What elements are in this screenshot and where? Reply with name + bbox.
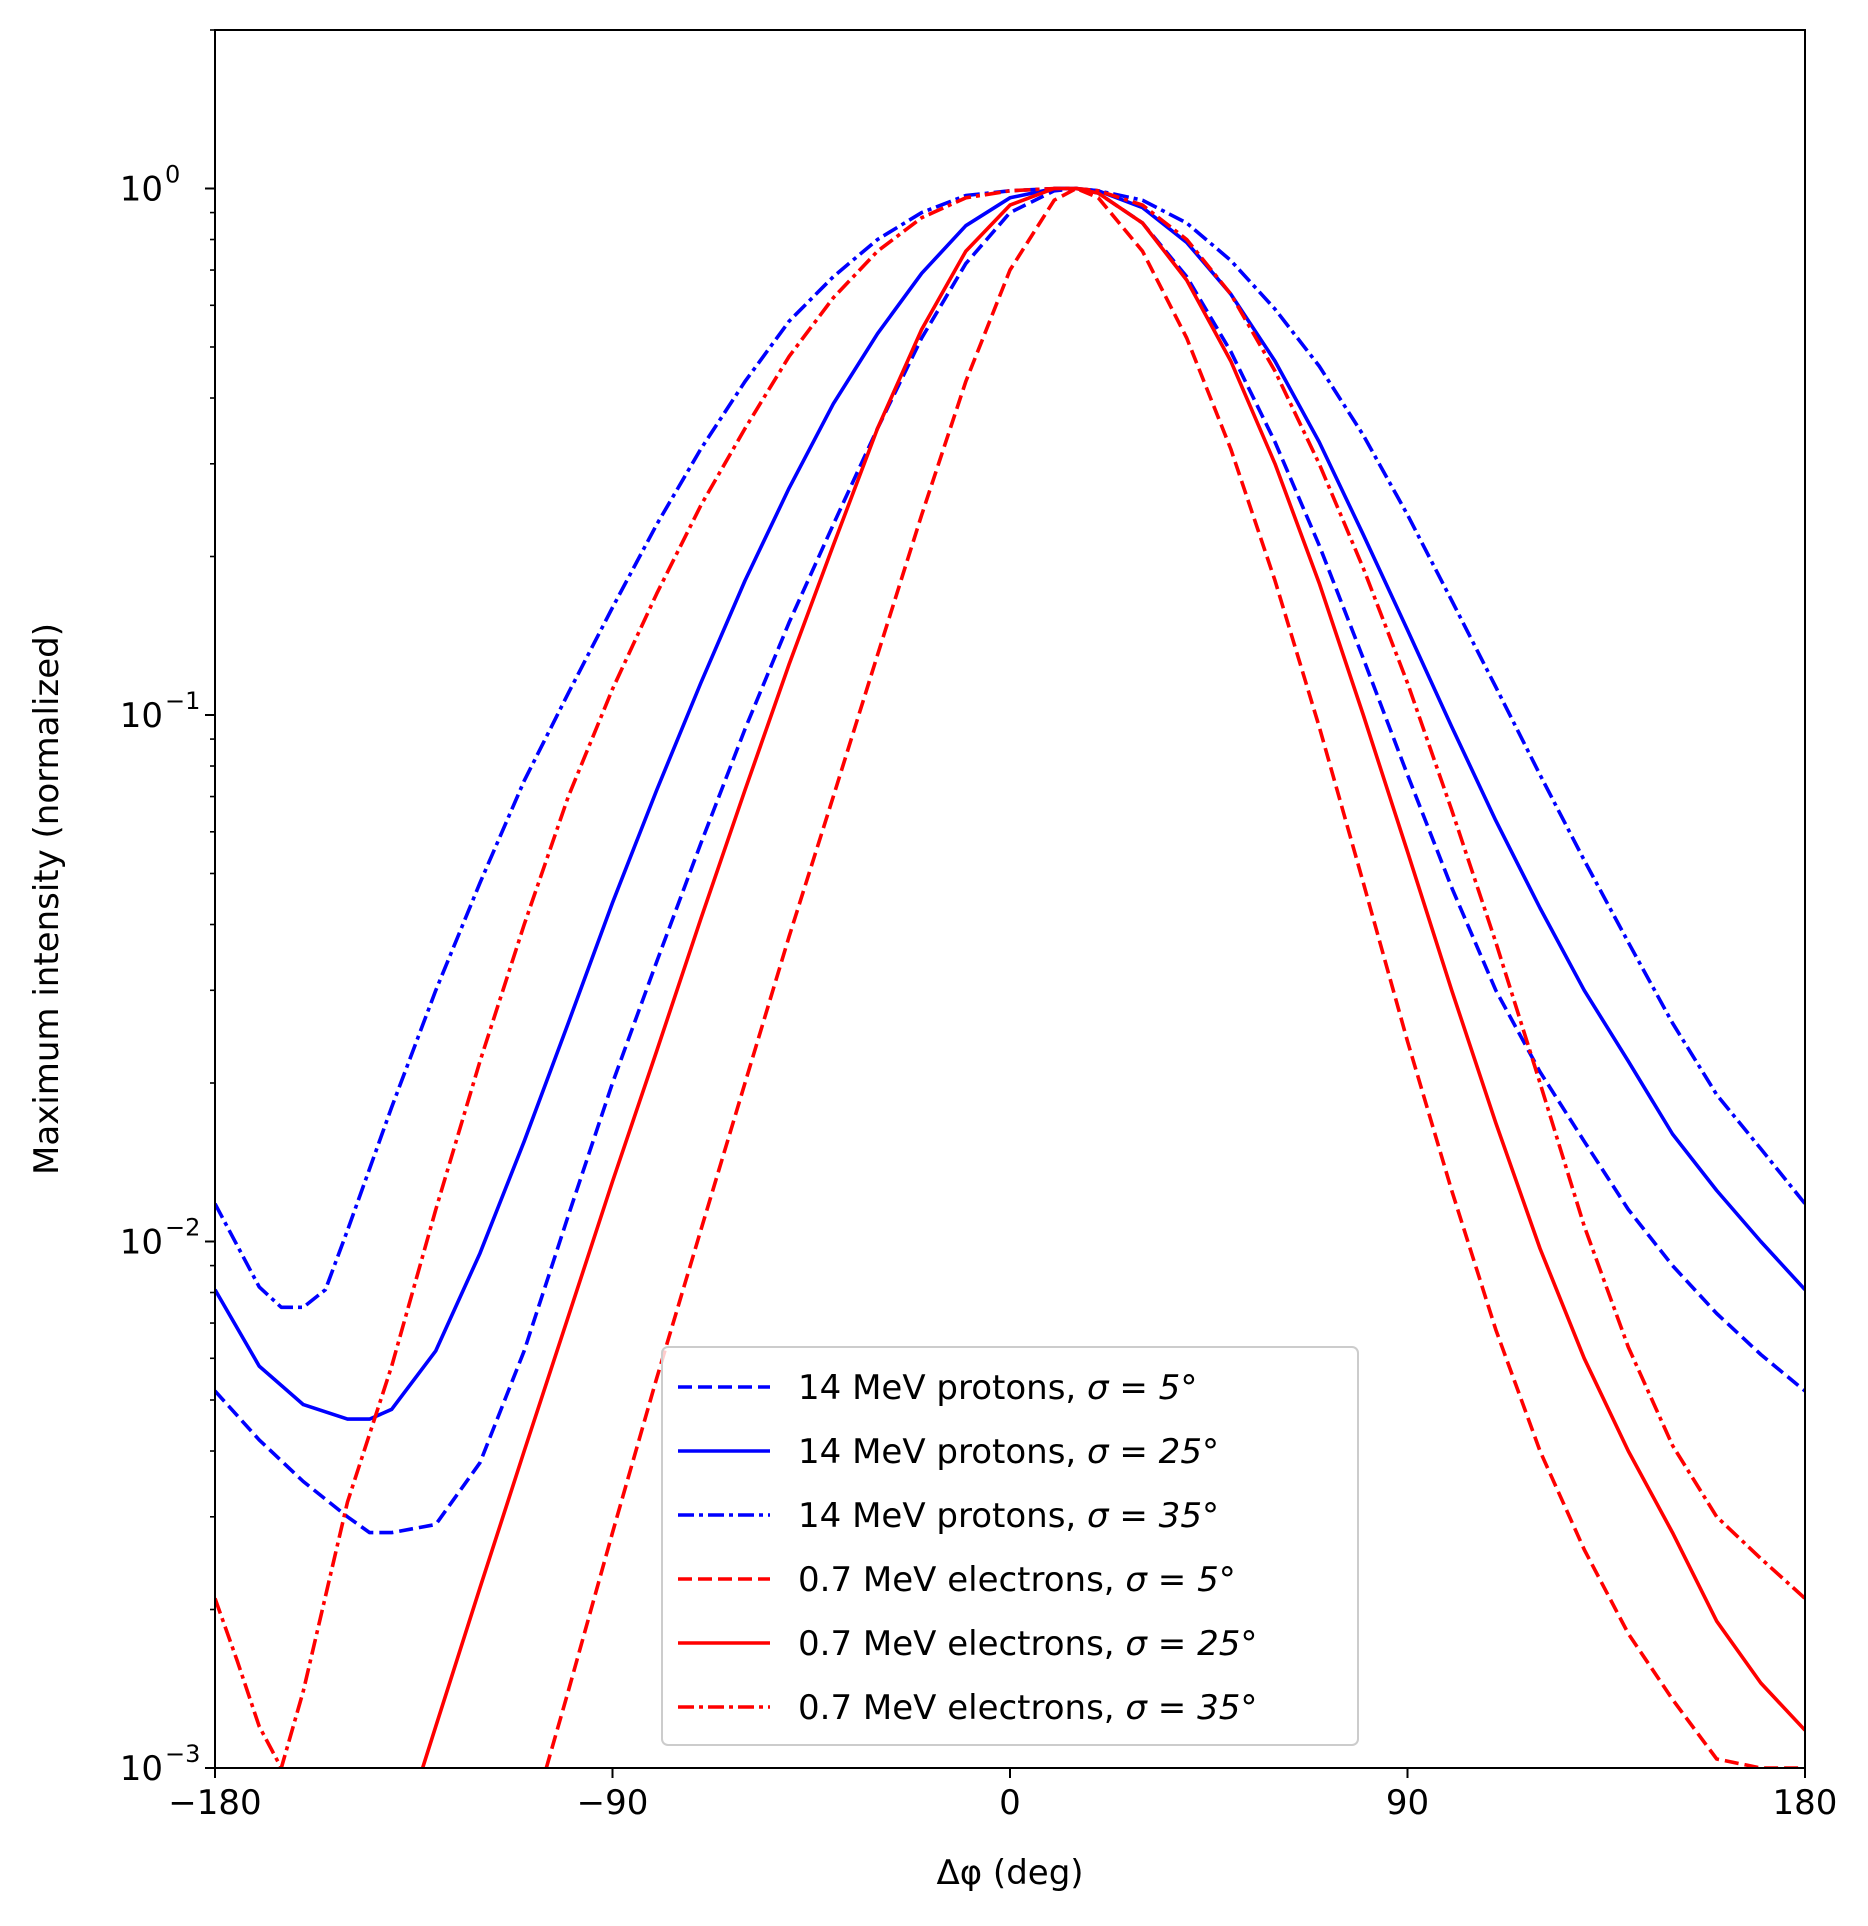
x-tick-label: 0 xyxy=(999,1783,1021,1823)
x-tick-label: −180 xyxy=(168,1783,261,1823)
x-axis-ticks: −180 −90 0 90 180 xyxy=(168,1768,1837,1823)
series-line-6 xyxy=(215,186,1805,1768)
y-tick-exponent: −3 xyxy=(165,1740,200,1768)
y-tick-label: 10 xyxy=(120,169,163,209)
y-tick-label: 10 xyxy=(120,1222,163,1262)
y-tick-label: 10 xyxy=(120,696,163,736)
series-layer xyxy=(215,186,1805,1768)
legend-label-5: 0.7 MeV electrons, σ = 25° xyxy=(798,1624,1257,1664)
legend-label-6: 0.7 MeV electrons, σ = 35° xyxy=(798,1688,1257,1728)
series-line-1 xyxy=(215,186,1805,1535)
y-tick-exponent: 0 xyxy=(165,160,180,188)
legend-label-2: 14 MeV protons, σ = 25° xyxy=(798,1432,1219,1472)
x-tick-label: 90 xyxy=(1386,1783,1429,1823)
y-tick-exponent: −1 xyxy=(165,687,200,715)
legend-label-4: 0.7 MeV electrons, σ = 5° xyxy=(798,1560,1236,1600)
x-tick-label: −90 xyxy=(577,1783,649,1823)
legend-box xyxy=(661,1346,1359,1746)
series-line-4 xyxy=(544,186,1805,1768)
legend-label-1: 14 MeV protons, σ = 5° xyxy=(798,1368,1197,1408)
y-tick-exponent: −2 xyxy=(165,1213,200,1241)
legend: 14 MeV protons, σ = 5° 14 MeV protons, σ … xyxy=(661,1346,1359,1746)
y-tick-label: 10 xyxy=(120,1749,163,1789)
y-axis-label: Maximum intensity (normalized) xyxy=(27,623,67,1175)
x-tick-label: 180 xyxy=(1773,1783,1838,1823)
x-axis-label: Δφ (deg) xyxy=(936,1853,1083,1893)
series-line-2 xyxy=(215,186,1805,1421)
legend-label-3: 14 MeV protons, σ = 35° xyxy=(798,1496,1219,1536)
